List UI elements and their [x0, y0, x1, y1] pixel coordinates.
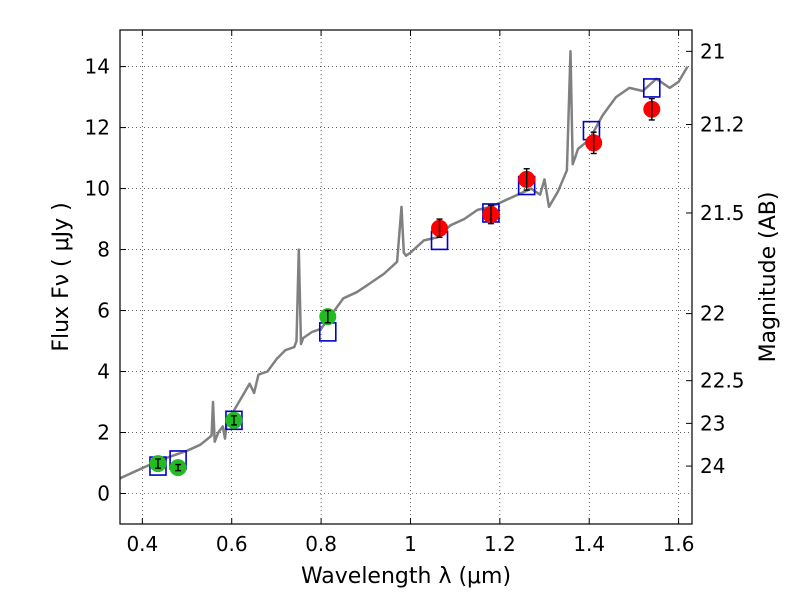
axis-ticks: 0.4 0.6 0.8 1 1.2 1.4 1.6024681012142121.221.5…	[85, 30, 745, 556]
mag-tick-label-4: 22.5	[700, 369, 745, 393]
x-tick-label-4: 1.2	[484, 532, 516, 556]
mag-tick-label-6: 24	[700, 454, 725, 478]
mag-tick-label-0: 21	[700, 39, 725, 63]
x-tick-label-3: 1	[404, 532, 417, 556]
x-axis-label: Wavelength λ (μm)	[301, 564, 511, 589]
x-tick-label-2: 0.8	[305, 532, 337, 556]
x-tick-label-6: 1.6	[663, 532, 695, 556]
y-tick-label-1: 2	[97, 421, 110, 445]
y-axis-label: Flux Fν ( μJy )	[49, 202, 74, 351]
plot-area	[120, 50, 689, 480]
plot-frame	[119, 29, 693, 525]
y-tick-label-2: 4	[97, 360, 110, 384]
x-tick-label-1: 0.6	[216, 532, 248, 556]
mag-tick-label-2: 21.5	[700, 201, 745, 225]
y-tick-label-6: 12	[85, 116, 110, 140]
y-tick-label-5: 10	[85, 177, 110, 201]
y-tick-label-0: 0	[97, 482, 110, 506]
mag-tick-label-3: 22	[700, 302, 725, 326]
right-axis-label: Magnitude (AB)	[756, 192, 781, 363]
model-square-8	[642, 78, 661, 98]
y-tick-label-4: 8	[97, 238, 110, 262]
x-tick-label-5: 1.4	[573, 532, 605, 556]
spectrum-line	[120, 50, 689, 480]
y-tick-label-7: 14	[85, 55, 110, 79]
x-tick-label-0: 0.4	[126, 532, 158, 556]
mag-tick-label-5: 23	[700, 411, 725, 435]
plot-contents	[120, 50, 689, 480]
mag-tick-label-1: 21.2	[700, 113, 745, 137]
y-tick-label-3: 6	[97, 299, 110, 323]
